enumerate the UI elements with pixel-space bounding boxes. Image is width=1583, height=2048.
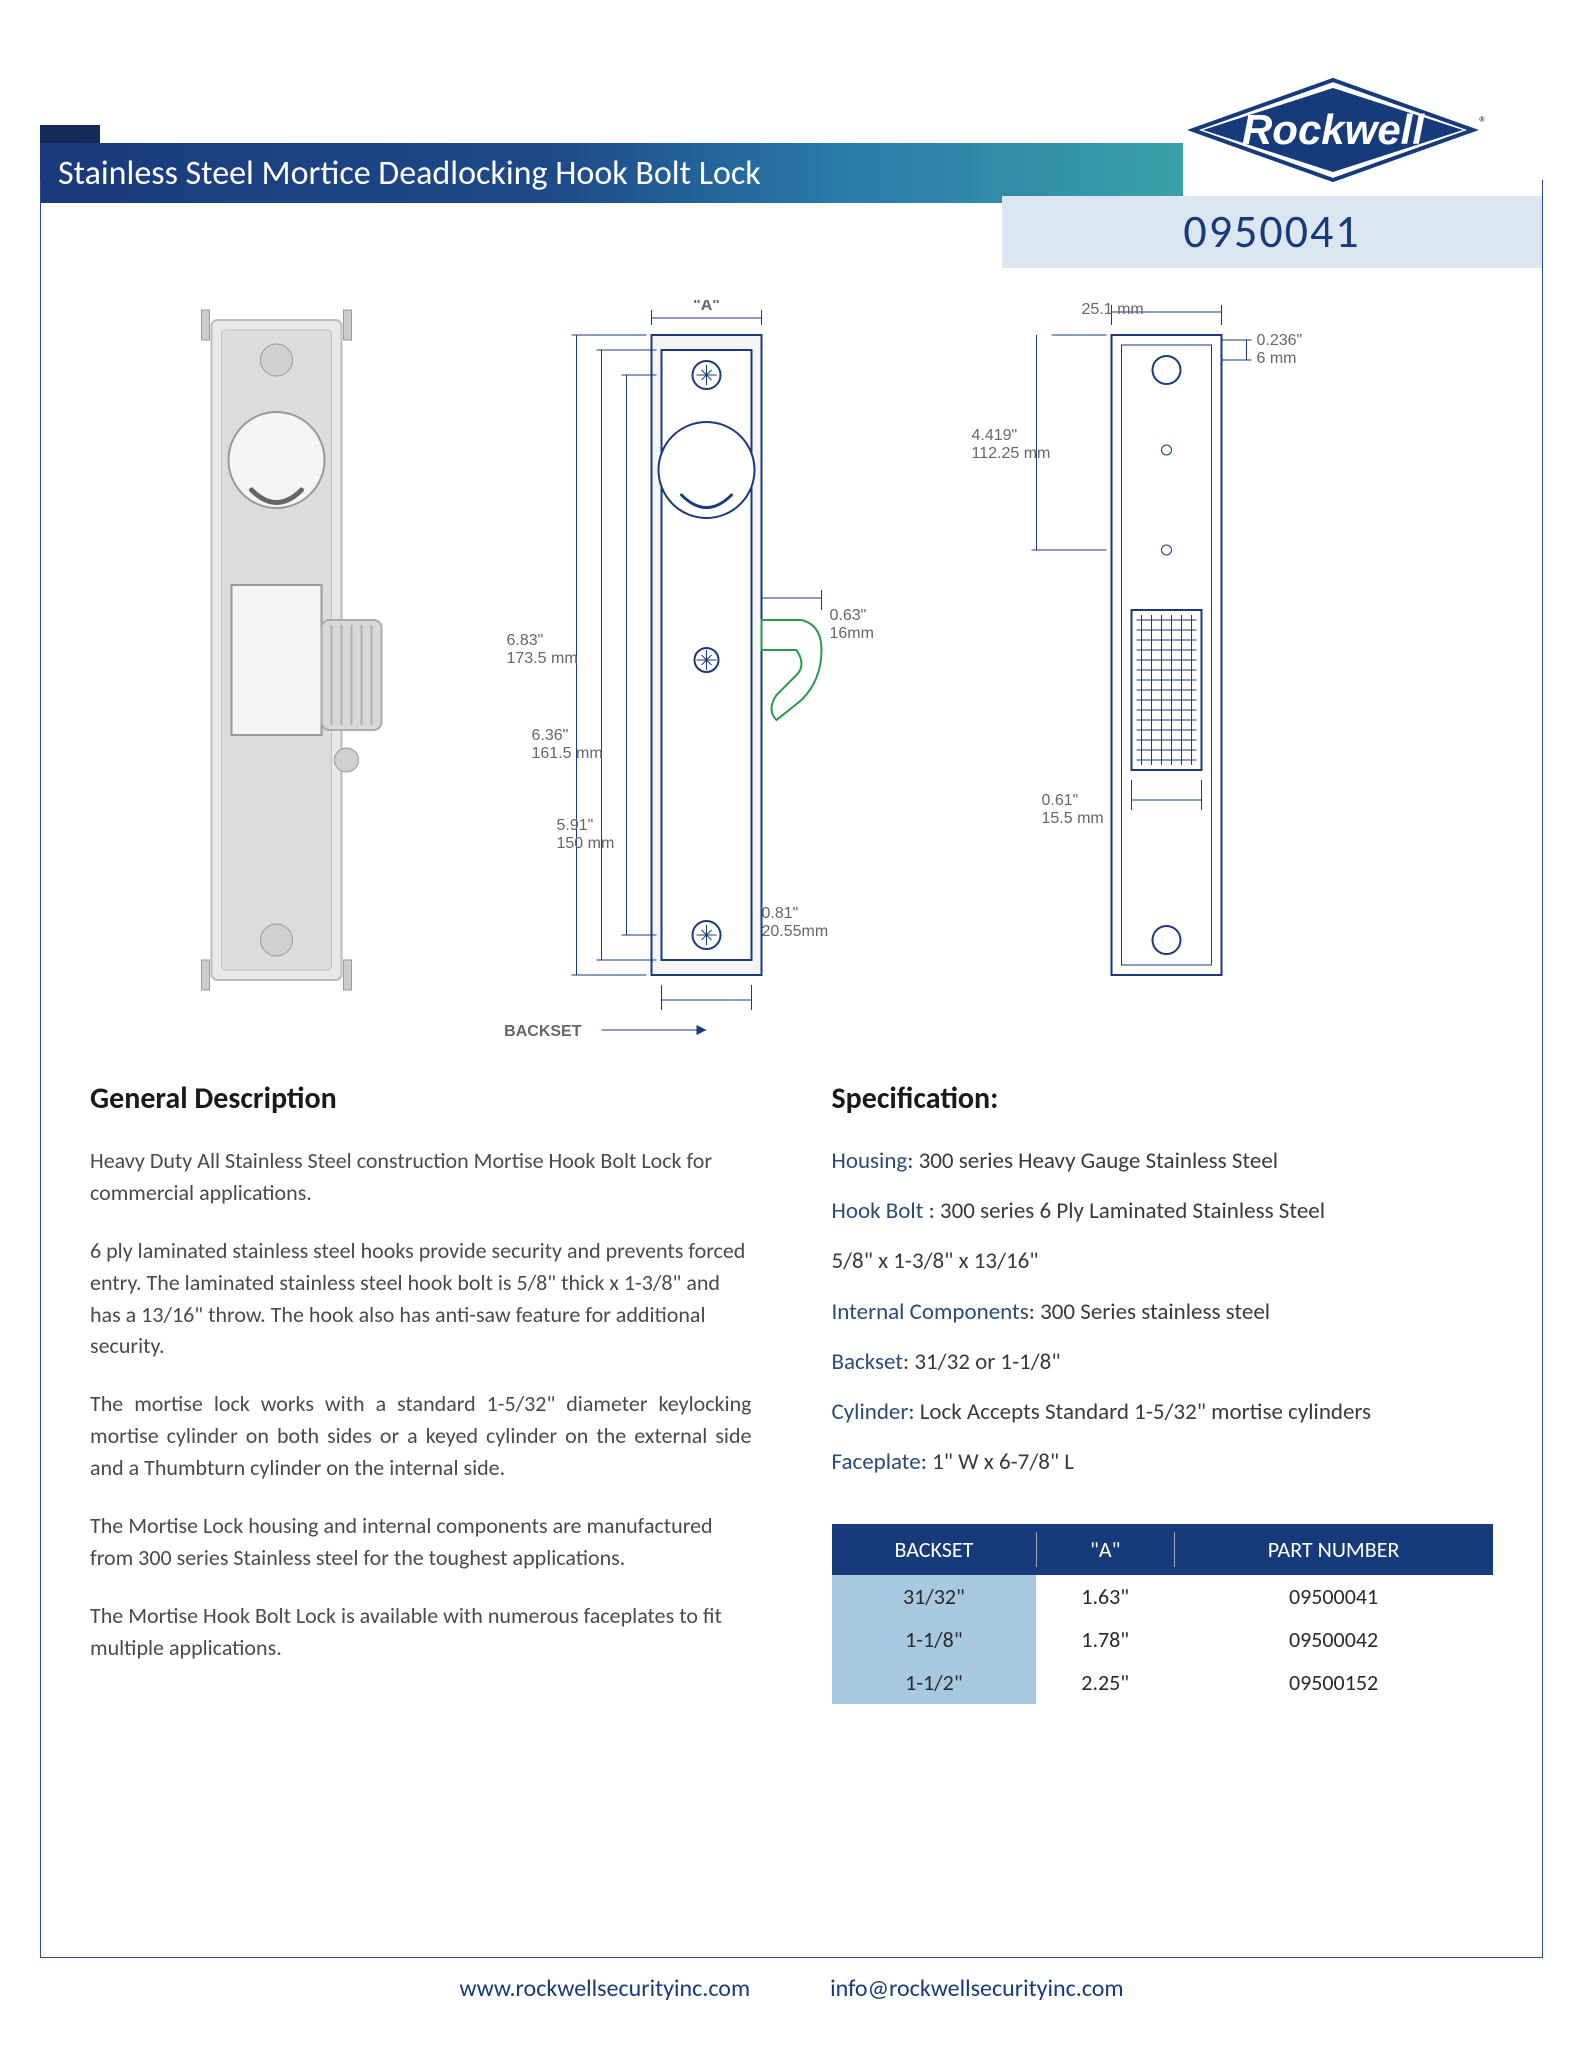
svg-text:25.1 mm: 25.1 mm — [1082, 301, 1144, 318]
description-paragraph: Heavy Duty All Stainless Steel construct… — [90, 1145, 752, 1209]
description-paragraph: The mortise lock works with a standard 1… — [90, 1388, 752, 1484]
table-row: 31/32"1.63"09500041 — [832, 1575, 1494, 1618]
svg-text:173.5 mm: 173.5 mm — [507, 650, 578, 667]
spec-row: Internal Components: 300 Series stainles… — [832, 1296, 1494, 1328]
svg-text:0.81": 0.81" — [762, 905, 799, 922]
diagrams: "A" 6.83" 173.5 mm 6.36" 161.5 mm 5.91" … — [80, 300, 1503, 1040]
footer-website: www.rockwellsecurityinc.com — [459, 1974, 750, 2003]
spec-row: Backset: 31/32 or 1-1/8" — [832, 1346, 1494, 1378]
svg-text:150 mm: 150 mm — [557, 835, 615, 852]
svg-text:20.55mm: 20.55mm — [762, 923, 829, 940]
table-cell: 09500042 — [1174, 1618, 1493, 1661]
part-number-table: BACKSET"A"PART NUMBER 31/32"1.63"0950004… — [832, 1524, 1494, 1704]
table-header: PART NUMBER — [1174, 1524, 1493, 1575]
svg-text:0.236": 0.236" — [1257, 332, 1303, 349]
title-bar-stub — [40, 125, 100, 143]
spec-row: Cylinder: Lock Accepts Standard 1-5/32" … — [832, 1396, 1494, 1428]
logo-mark: ® — [1479, 114, 1487, 133]
specification-column: Specification: Housing: 300 series Heavy… — [832, 1080, 1494, 1928]
general-description-heading: General Description — [90, 1080, 752, 1117]
svg-text:4.419": 4.419" — [972, 427, 1018, 444]
svg-text:6.83": 6.83" — [507, 632, 544, 649]
description-paragraph: 6 ply laminated stainless steel hooks pr… — [90, 1235, 752, 1363]
table-header: "A" — [1036, 1524, 1174, 1575]
page-footer: www.rockwellsecurityinc.com info@rockwel… — [0, 1968, 1583, 2008]
svg-text:0.63": 0.63" — [830, 607, 867, 624]
table-cell: 09500041 — [1174, 1575, 1493, 1618]
table-cell: 31/32" — [832, 1575, 1037, 1618]
svg-text:16mm: 16mm — [830, 625, 874, 642]
part-number: 0950041 — [1183, 204, 1360, 260]
brand-logo: Rockwell ® — [1153, 70, 1513, 190]
spec-row: Hook Bolt : 300 series 6 Ply Laminated S… — [832, 1195, 1494, 1227]
table-cell: 1.78" — [1036, 1618, 1174, 1661]
svg-text:BACKSET: BACKSET — [504, 1023, 582, 1040]
footer-email: info@rockwellsecurityinc.com — [830, 1974, 1123, 2003]
general-description-column: General Description Heavy Duty All Stain… — [90, 1080, 752, 1928]
svg-text:6 mm: 6 mm — [1257, 350, 1297, 367]
table-cell: 1-1/8" — [832, 1618, 1037, 1661]
spec-row-sub: 5/8" x 1-3/8" x 13/16" — [832, 1245, 1494, 1277]
table-row: 1-1/8"1.78"09500042 — [832, 1618, 1494, 1661]
table-cell: 1-1/2" — [832, 1661, 1037, 1704]
svg-text:161.5 mm: 161.5 mm — [532, 745, 603, 762]
description-paragraph: The Mortise Hook Bolt Lock is available … — [90, 1600, 752, 1664]
table-header: BACKSET — [832, 1524, 1037, 1575]
description-paragraph: The Mortise Lock housing and internal co… — [90, 1510, 752, 1574]
svg-text:"A": "A" — [693, 300, 720, 314]
specification-heading: Specification: — [832, 1080, 1494, 1117]
svg-text:6.36": 6.36" — [532, 727, 569, 744]
spec-row: Faceplate: 1" W x 6-7/8" L — [832, 1446, 1494, 1478]
table-cell: 1.63" — [1036, 1575, 1174, 1618]
spec-row: Housing: 300 series Heavy Gauge Stainles… — [832, 1145, 1494, 1177]
svg-text:0.61": 0.61" — [1042, 792, 1079, 809]
content-columns: General Description Heavy Duty All Stain… — [90, 1080, 1493, 1928]
table-row: 1-1/2"2.25"09500152 — [832, 1661, 1494, 1704]
svg-text:112.25 mm: 112.25 mm — [972, 445, 1051, 462]
part-number-box: 0950041 — [1002, 196, 1542, 268]
svg-text:15.5 mm: 15.5 mm — [1042, 810, 1104, 827]
table-cell: 09500152 — [1174, 1661, 1493, 1704]
logo-text: Rockwell — [1242, 106, 1425, 153]
svg-text:5.91": 5.91" — [557, 817, 594, 834]
table-cell: 2.25" — [1036, 1661, 1174, 1704]
